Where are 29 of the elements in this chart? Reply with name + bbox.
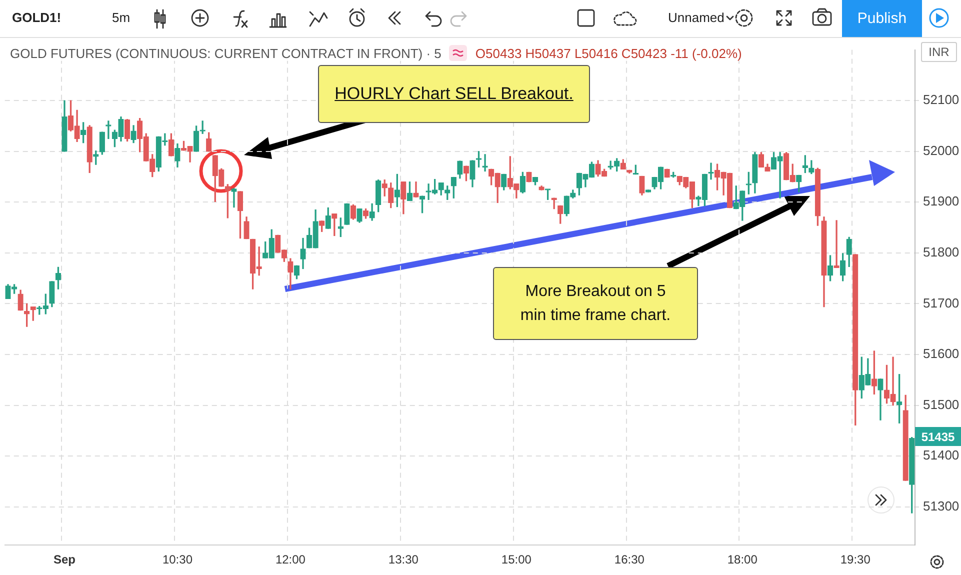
candlestick [106,120,112,140]
text: Unnamed [668,10,724,25]
y-tick-label: 52100 [923,92,960,108]
candlestick [231,188,237,208]
text: 5m [112,10,130,25]
x-tick-label: 13:30 [388,552,419,567]
x-tick-label: 12:00 [275,552,306,567]
y-tick-label: 51300 [923,498,960,514]
y-tick-label: 51700 [923,295,960,310]
x-tick-label: 19:30 [840,552,871,567]
chart-title: GOLD FUTURES (CONTINUOUS: CURRENT CONTRACT IN FRONT) · 5 [10,46,442,60]
chart-subtitle: O50433 H50437 L50416 C50423 -11 (-0.02%) [475,46,742,60]
text: INR [921,42,957,62]
x-tick-label: 15:00 [501,552,532,567]
y-tick-label: 51400 [923,448,960,463]
note-box: More Breakout on 5 min time frame chart. [493,267,698,340]
x-tick-label: 18:00 [727,552,758,567]
text: GOLD1! [12,10,62,25]
y-tick-label: 51500 [923,396,960,412]
note-box: HOURLY Chart SELL Breakout. [318,65,590,123]
y-tick-label: 52000 [923,142,960,158]
text: 51435 [915,427,961,446]
text: Publish [842,0,922,37]
y-tick-label: 51800 [923,244,960,260]
y-tick-label: 51900 [923,194,960,209]
x-tick-label: Sep [53,552,76,567]
x-tick-label: 10:30 [162,552,193,567]
x-tick-label: 16:30 [614,552,645,567]
y-tick-label: 51600 [923,346,960,362]
